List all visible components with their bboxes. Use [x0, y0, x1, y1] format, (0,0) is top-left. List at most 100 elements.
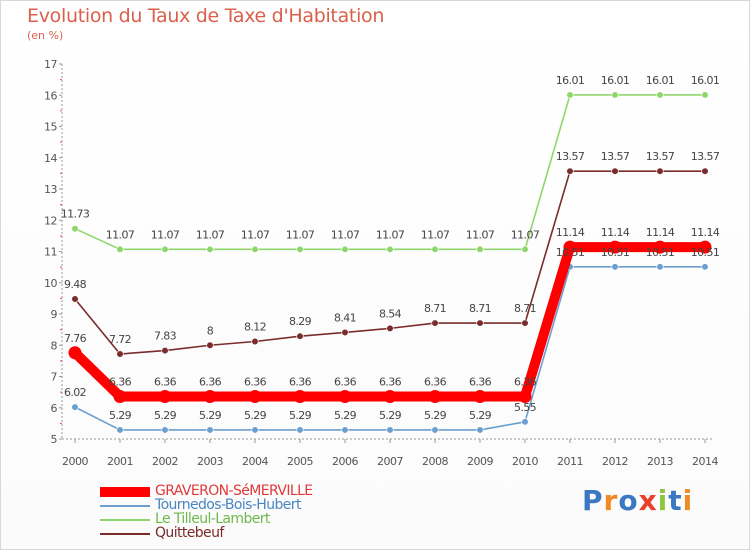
data-label: 6.36	[154, 376, 177, 389]
legend-swatch	[100, 487, 150, 497]
data-point	[71, 225, 79, 233]
data-label: 5.55	[514, 401, 537, 414]
data-point	[68, 346, 82, 360]
data-label: 11.07	[466, 228, 495, 241]
data-label: 5.29	[199, 409, 222, 422]
data-point	[701, 91, 709, 99]
logo-letter: o	[618, 484, 639, 517]
y-tick-label: 9	[51, 308, 58, 321]
data-point	[338, 390, 352, 403]
x-tick-label: 2005	[287, 455, 313, 468]
series-line-1	[74, 266, 706, 431]
data-point	[566, 167, 574, 175]
y-tick-label: 13	[44, 183, 57, 196]
data-point	[383, 390, 397, 403]
data-label: 10.51	[691, 246, 720, 259]
logo-letter: x	[638, 484, 658, 517]
data-label: 6.36	[379, 376, 402, 389]
y-tick-label: 14	[44, 152, 57, 165]
data-label: 10.51	[646, 246, 675, 259]
data-label: 16.01	[646, 74, 675, 87]
data-point	[116, 426, 124, 434]
data-point	[203, 390, 217, 403]
data-point	[428, 390, 442, 403]
data-label: 16.01	[601, 74, 630, 87]
x-tick-label: 2010	[512, 455, 538, 468]
data-point	[518, 390, 532, 403]
data-point	[341, 245, 349, 253]
data-label: 11.14	[646, 226, 675, 239]
data-label: 16.01	[556, 74, 585, 87]
y-tick-label: 15	[44, 121, 57, 134]
data-point	[698, 240, 712, 254]
data-label: 11.07	[286, 228, 315, 241]
data-point	[296, 332, 304, 340]
data-label: 5.29	[334, 409, 357, 422]
data-label: 5.29	[289, 409, 312, 422]
legend-label: Le Tilleul-Lambert	[155, 511, 270, 527]
data-point	[431, 319, 439, 327]
data-point	[296, 245, 304, 253]
chart-title: Evolution du Taux de Taxe d'Habitation	[27, 5, 385, 27]
y-tick-label: 12	[44, 214, 57, 227]
data-label: 11.07	[241, 228, 270, 241]
data-point	[206, 341, 214, 349]
data-label: 8	[207, 324, 214, 337]
x-tick-label: 2009	[467, 455, 493, 468]
data-point	[476, 245, 484, 253]
data-point	[251, 337, 259, 346]
data-label: 5.29	[109, 409, 132, 422]
x-tick-label: 2008	[422, 455, 448, 468]
data-point	[386, 426, 394, 434]
y-tick-label: 17	[44, 58, 57, 71]
data-point	[71, 295, 79, 303]
data-point	[251, 245, 259, 253]
legend-swatch	[100, 533, 150, 535]
x-tick-label: 2006	[332, 455, 358, 468]
data-point	[521, 418, 529, 426]
data-point	[386, 245, 394, 253]
x-tick-label: 2003	[197, 455, 223, 468]
data-label: 8.71	[469, 302, 491, 315]
x-tick-label: 2000	[62, 455, 88, 468]
data-point	[608, 240, 622, 254]
data-label: 6.02	[64, 386, 86, 399]
data-label: 11.07	[376, 228, 405, 241]
data-label: 6.36	[424, 376, 447, 389]
x-tick-label: 2013	[647, 455, 673, 468]
data-point	[521, 245, 529, 253]
data-point	[431, 245, 439, 253]
data-label: 13.57	[646, 150, 675, 163]
data-label: 7.76	[64, 332, 87, 345]
data-point	[116, 245, 124, 253]
data-label: 6.36	[514, 376, 537, 389]
data-label: 6.36	[199, 376, 222, 389]
data-label: 5.29	[469, 409, 492, 422]
data-point	[476, 319, 484, 327]
data-point	[611, 263, 619, 271]
data-point	[341, 426, 349, 434]
x-tick-label: 2001	[107, 455, 133, 468]
data-label: 13.57	[691, 150, 720, 163]
data-label: 10.51	[556, 246, 585, 259]
data-point	[386, 324, 394, 332]
data-point	[113, 390, 127, 403]
legend-swatch	[100, 519, 150, 521]
data-label: 6.36	[289, 376, 312, 389]
data-point	[71, 403, 79, 411]
data-point	[251, 426, 259, 434]
data-label: 11.07	[421, 228, 450, 241]
data-label: 8.54	[379, 307, 402, 320]
y-tick-label: 10	[44, 277, 57, 290]
legend-label: GRAVERON-SéMERVILLE	[155, 483, 313, 499]
data-label: 5.29	[379, 409, 402, 422]
data-point	[431, 426, 439, 434]
data-point	[161, 245, 169, 253]
x-tick-label: 2011	[557, 455, 583, 468]
data-point	[656, 263, 664, 271]
x-tick-label: 2007	[377, 455, 403, 468]
logo-letter: i	[682, 484, 694, 517]
data-label: 10.51	[601, 246, 630, 259]
